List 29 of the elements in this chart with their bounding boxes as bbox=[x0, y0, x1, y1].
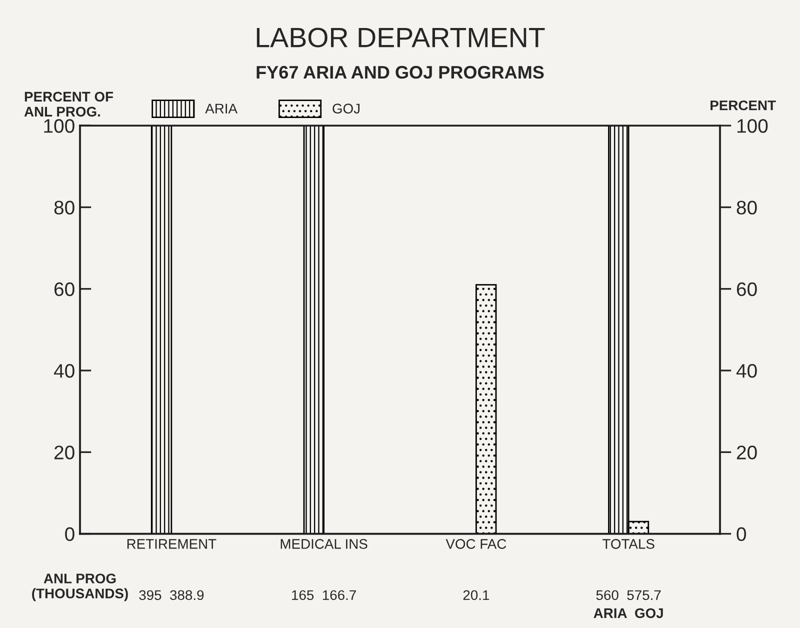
y2-axis-title: PERCENT bbox=[710, 100, 776, 110]
legend-label: GOJ bbox=[332, 104, 360, 114]
y-tick-label: 100 bbox=[44, 119, 74, 133]
y2-tick-label: 40 bbox=[736, 364, 757, 378]
y-tick-label: 0 bbox=[65, 527, 74, 542]
y2-tick-label: 100 bbox=[737, 119, 768, 133]
text: 20.1 bbox=[463, 590, 490, 600]
text: 395 388.9 bbox=[139, 590, 204, 600]
text: ARIA GOJ bbox=[594, 608, 663, 618]
text: ANL PROG (THOUSANDS) bbox=[32, 574, 128, 602]
bar bbox=[475, 284, 497, 534]
y2-tick-label: 0 bbox=[736, 527, 746, 542]
chart-title: LABOR DEPARTMENT bbox=[256, 28, 545, 48]
y-tick-label: 40 bbox=[54, 364, 74, 378]
x-tick-label: RETIREMENT bbox=[127, 539, 216, 549]
y-tick-label: 20 bbox=[54, 446, 74, 460]
text: 560 575.7 bbox=[596, 590, 661, 600]
y2-tick-label: 20 bbox=[736, 446, 757, 460]
x-tick-label: VOC FAC bbox=[446, 539, 506, 549]
y2-tick-label: 80 bbox=[736, 200, 757, 214]
x-tick-label: TOTALS bbox=[602, 539, 654, 549]
y-tick-label: 80 bbox=[54, 200, 74, 214]
text: 165 166.7 bbox=[292, 590, 356, 600]
chart-subtitle: FY67 ARIA AND GOJ PROGRAMS bbox=[256, 66, 544, 79]
y-tick-label: 60 bbox=[54, 282, 74, 296]
legend-label: ARIA bbox=[205, 104, 238, 114]
x-tick-label: MEDICAL INS bbox=[280, 539, 368, 549]
y2-tick-label: 60 bbox=[736, 282, 757, 296]
y-axis-title: PERCENT OF ANL PROG. bbox=[24, 92, 114, 117]
